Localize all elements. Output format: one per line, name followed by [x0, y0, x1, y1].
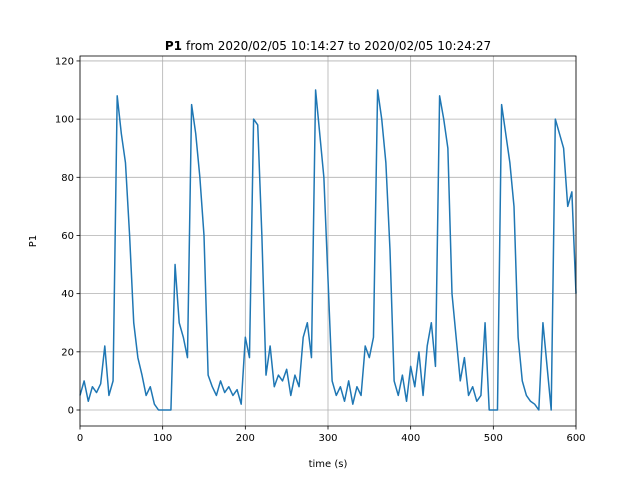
- x-tick-label: 200: [236, 433, 255, 444]
- x-tick-label: 600: [566, 433, 585, 444]
- x-axis-label: time (s): [309, 459, 348, 470]
- x-tick-label: 500: [484, 433, 503, 444]
- y-axis-label: P1: [28, 235, 39, 247]
- x-tick-label: 400: [401, 433, 420, 444]
- title-bold: P1: [165, 39, 182, 53]
- x-tick-label: 100: [153, 433, 172, 444]
- data-line: [79, 89, 577, 411]
- plot-frame: [79, 55, 577, 427]
- y-tick-label: 40: [61, 289, 74, 300]
- y-tick-label: 60: [61, 231, 74, 242]
- y-tick-label: 20: [61, 347, 74, 358]
- y-tick-label: 120: [55, 56, 74, 67]
- chart-title: P1 from 2020/02/05 10:14:27 to 2020/02/05…: [165, 39, 491, 53]
- y-tick-label: 100: [55, 115, 74, 126]
- y-tick-label: 80: [61, 173, 74, 184]
- title-rest: from 2020/02/05 10:14:27 to 2020/02/05 1…: [186, 39, 491, 53]
- x-tick-label: 300: [318, 433, 337, 444]
- y-tick-label: 0: [68, 406, 74, 417]
- x-tick-label: 0: [77, 433, 83, 444]
